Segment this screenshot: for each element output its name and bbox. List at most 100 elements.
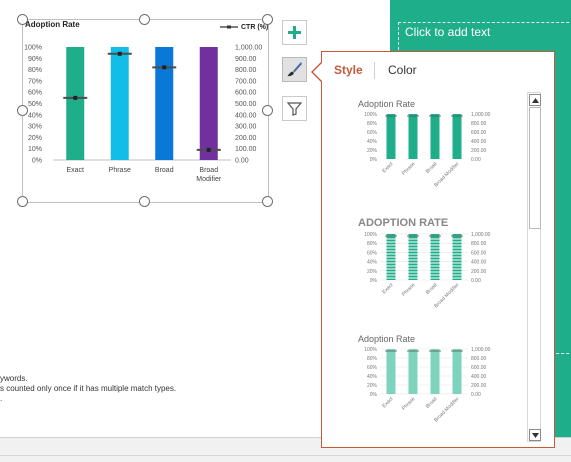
thumbnail-y-tick: 100% — [364, 232, 377, 238]
plus-icon — [288, 26, 301, 39]
thumbnail-y-tick: 80% — [367, 121, 378, 127]
thumbnail-title: Adoption Rate — [358, 99, 415, 109]
thumbnail-y2-tick: 800.00 — [471, 241, 487, 247]
thumbnail-y2-tick: 800.00 — [471, 121, 487, 127]
thumbnail-bar — [430, 114, 440, 159]
x-tick-label: Exact — [66, 167, 84, 174]
x-tick-label: Broad — [155, 167, 174, 174]
y2-tick-label: 200.00 — [235, 135, 257, 142]
y2-tick-label: 800.00 — [235, 67, 257, 74]
chart-style-panel: Style Color Adoption Rate 0% 20% 40% 60% 80% 1… — [321, 51, 555, 448]
x-tick-label: Modifier — [196, 176, 222, 183]
thumbnail-title: ADOPTION RATE — [358, 217, 448, 229]
bar-exact — [66, 47, 85, 160]
resize-handle-top-right[interactable] — [262, 14, 273, 25]
thumbnail-y2-tick: 1,000.00 — [471, 347, 491, 353]
thumbnail-y-tick: 0% — [370, 157, 378, 163]
thumbnail-y-tick: 20% — [367, 148, 378, 154]
ctr-marker-point — [206, 147, 211, 152]
status-bar-divider — [0, 455, 571, 456]
y2-tick-label: 300.00 — [235, 124, 257, 131]
tab-style[interactable]: Style — [334, 63, 363, 77]
resize-handle-bottom[interactable] — [139, 196, 150, 207]
resize-handle-right[interactable] — [262, 105, 273, 116]
resize-handle-top[interactable] — [139, 14, 150, 25]
thumbnail-x-tick: Exact — [381, 282, 395, 296]
thumbnail-bar — [452, 349, 462, 394]
thumbnail-y2-tick: 1,000.00 — [471, 232, 491, 238]
thumbnail-y2-tick: 200.00 — [471, 269, 487, 275]
y-tick-label: 50% — [28, 101, 42, 108]
bar-broad — [155, 47, 174, 160]
thumbnail-y2-tick: 200.00 — [471, 148, 487, 154]
footnote-line-3: . — [0, 394, 3, 403]
thumbnail-x-tick: Broad — [425, 396, 439, 410]
thumbnail-y2-tick: 1,000.00 — [471, 112, 491, 118]
y-tick-label: 10% — [28, 146, 42, 153]
y2-tick-label: 900.00 — [235, 56, 257, 63]
thumbnail-y-tick: 60% — [367, 130, 378, 136]
thumbnail-y-tick: 100% — [364, 112, 377, 118]
thumbnail-bar — [386, 349, 396, 394]
thumbnail-x-tick: Exact — [381, 161, 395, 175]
thumbnail-y2-tick: 200.00 — [471, 383, 487, 389]
thumbnail-y-tick: 0% — [370, 392, 378, 398]
gallery-scrollbar[interactable] — [527, 92, 541, 442]
style-thumbnail-1[interactable]: Adoption Rate 0% 20% 40% 60% 80% 100% 0.00 200.0… — [358, 99, 491, 188]
arrow-down-icon — [531, 432, 539, 438]
thumbnail-title: Adoption Rate — [358, 334, 415, 344]
thumbnail-x-tick: Broad — [425, 282, 439, 296]
thumbnail-bar — [386, 114, 396, 159]
thumbnail-x-tick: Phrase — [401, 161, 417, 177]
thumbnail-bar — [430, 349, 440, 394]
thumbnail-y2-tick: 0.00 — [471, 157, 481, 163]
thumbnail-y2-tick: 400.00 — [471, 260, 487, 266]
chart-container[interactable]: Adoption Rate CTR (%) 0% 10% 20% 30% 40% 50% 60%… — [22, 19, 269, 203]
thumbnail-x-tick: Phrase — [401, 396, 417, 412]
legend-label: CTR (%) — [241, 24, 268, 31]
thumbnail-y-tick: 40% — [367, 260, 378, 266]
scroll-down-button[interactable] — [529, 429, 541, 441]
ctr-marker-point — [117, 51, 122, 56]
y-tick-label: 90% — [28, 56, 42, 63]
thumbnail-y-tick: 20% — [367, 383, 378, 389]
thumbnail-y2-tick: 0.00 — [471, 278, 481, 284]
tab-divider — [374, 62, 375, 79]
y2-tick-label: 600.00 — [235, 90, 257, 97]
x-tick-label: Broad — [199, 167, 218, 174]
thumbnail-bar — [408, 114, 418, 159]
y-tick-label: 20% — [28, 135, 42, 142]
resize-handle-left[interactable] — [17, 105, 28, 116]
resize-handle-top-left[interactable] — [17, 14, 28, 25]
thumbnail-y2-tick: 600.00 — [471, 130, 487, 136]
brush-icon — [287, 62, 302, 77]
footnotes: ywords. s counted only once if it has mu… — [0, 374, 176, 404]
thumbnail-y-tick: 20% — [367, 269, 378, 275]
thumbnail-y-tick: 60% — [367, 250, 378, 256]
thumbnail-bar — [452, 114, 462, 159]
ctr-marker-point — [162, 65, 167, 70]
footnote-line-2: s counted only once if it has multiple m… — [0, 384, 177, 393]
thumbnail-y-tick: 40% — [367, 139, 378, 145]
resize-handle-bottom-left[interactable] — [17, 196, 28, 207]
thumbnail-y2-tick: 400.00 — [471, 374, 487, 380]
y-tick-label: 60% — [28, 90, 42, 97]
style-thumbnail-3[interactable]: Adoption Rate 0% 20% 40% 60% 80% 100% 0.00 200.0… — [358, 334, 491, 423]
y2-tick-label: 0.00 — [235, 158, 249, 165]
scroll-thumb[interactable] — [529, 107, 541, 229]
tab-color[interactable]: Color — [388, 63, 417, 77]
resize-handle-bottom-right[interactable] — [262, 196, 273, 207]
style-thumbnail-2[interactable]: ADOPTION RATE 0% 20% 40% 60% 80% 100% 0.00 200.0… — [358, 217, 491, 309]
thumbnail-y-tick: 80% — [367, 356, 378, 362]
thumbnail-y-tick: 0% — [370, 278, 378, 284]
chart-elements-button[interactable] — [282, 20, 307, 45]
style-thumbnails: Adoption Rate 0% 20% 40% 60% 80% 100% 0.00 200.0… — [358, 99, 491, 423]
chart-filters-button[interactable] — [282, 96, 307, 121]
thumbnail-y2-tick: 600.00 — [471, 250, 487, 256]
legend-marker — [227, 25, 231, 29]
combo-chart: Adoption Rate CTR (%) 0% 10% 20% 30% 40% 50% 60%… — [24, 20, 268, 183]
scroll-up-button[interactable] — [529, 94, 541, 106]
bar-phrase — [110, 47, 129, 160]
y2-tick-label: 100.00 — [235, 146, 257, 153]
chart-styles-button[interactable] — [282, 57, 307, 82]
